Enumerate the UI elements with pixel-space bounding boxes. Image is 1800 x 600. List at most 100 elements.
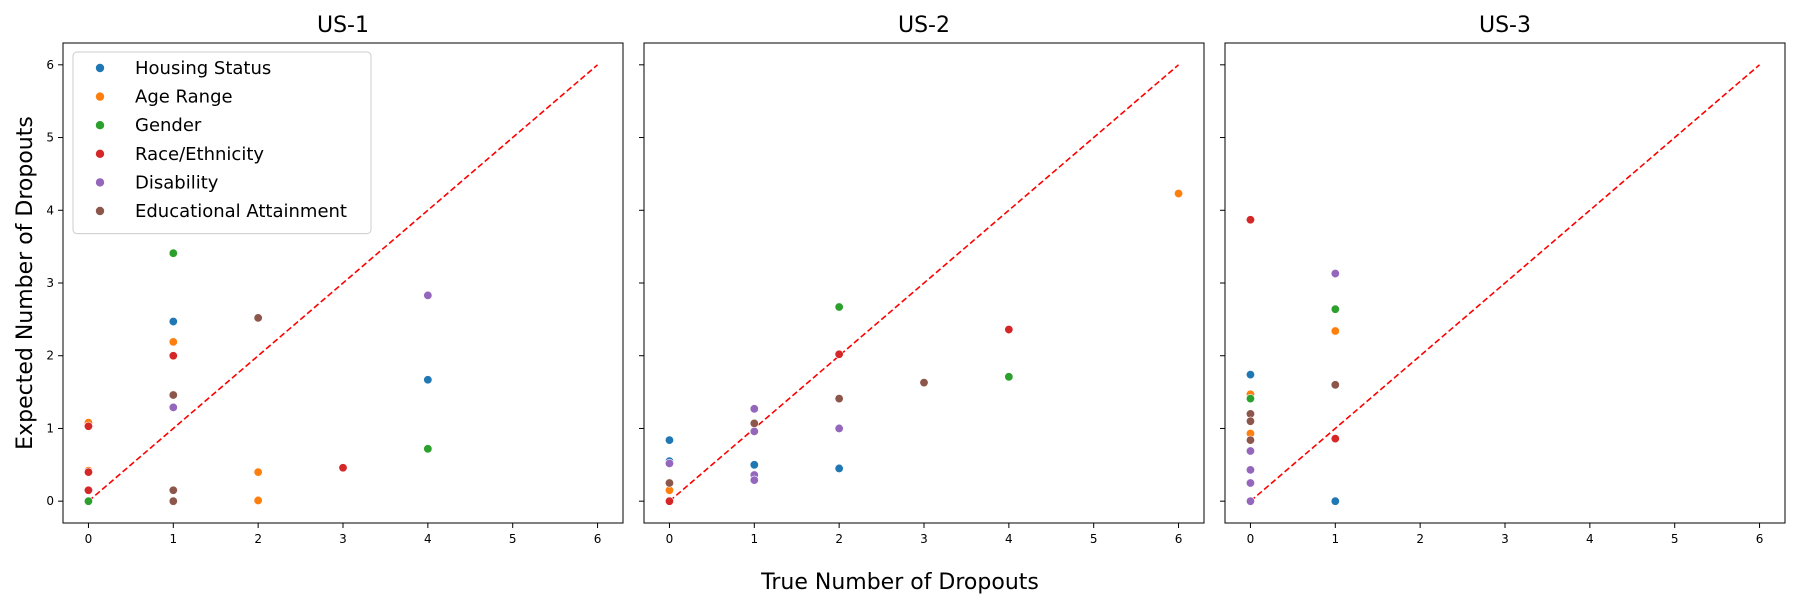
x-tick-label: 3 xyxy=(1501,532,1509,546)
legend-marker xyxy=(95,63,105,73)
legend-label: Gender xyxy=(135,115,202,136)
x-tick-label: 0 xyxy=(1247,532,1255,546)
data-point xyxy=(168,496,178,506)
data-point xyxy=(423,444,433,454)
panel-title: US-3 xyxy=(1479,13,1531,38)
data-point xyxy=(834,394,844,404)
series-disability xyxy=(168,290,433,412)
data-point xyxy=(664,496,674,506)
x-tick-label: 6 xyxy=(1175,532,1183,546)
reference-line xyxy=(87,64,599,502)
x-tick-label: 3 xyxy=(920,532,928,546)
data-point xyxy=(834,302,844,312)
data-point xyxy=(423,375,433,385)
y-tick-label: 6 xyxy=(46,58,54,72)
data-point xyxy=(1004,325,1014,335)
data-point xyxy=(1245,394,1255,404)
legend-entry: Educational Attainment xyxy=(95,201,347,222)
data-point xyxy=(1245,465,1255,475)
x-tick-label: 5 xyxy=(509,532,517,546)
data-point xyxy=(423,290,433,300)
data-point xyxy=(1245,435,1255,445)
x-tick-label: 1 xyxy=(1331,532,1339,546)
legend-entry: Age Range xyxy=(95,87,233,108)
legend-label: Race/Ethnicity xyxy=(135,144,264,165)
panel-3: US-3 0 1 2 3 4 5 6 xyxy=(1220,13,1786,546)
x-tick-label: 1 xyxy=(169,532,177,546)
legend-entry: Gender xyxy=(95,115,202,136)
data-point xyxy=(168,351,178,361)
legend-box xyxy=(72,51,372,235)
data-point xyxy=(834,349,844,359)
x-tick-label: 0 xyxy=(666,532,674,546)
x-tick-label: 4 xyxy=(1586,532,1594,546)
x-tick-label: 3 xyxy=(339,532,347,546)
data-point xyxy=(168,390,178,400)
series-disability xyxy=(1245,269,1340,506)
data-point xyxy=(338,463,348,473)
reference-line xyxy=(668,64,1180,502)
data-point xyxy=(1245,370,1255,380)
x-tick-label: 5 xyxy=(1090,532,1098,546)
data-point xyxy=(83,485,93,495)
series-educational-attainment xyxy=(664,378,929,488)
x-axis-label: True Number of Dropouts xyxy=(760,570,1039,595)
data-point xyxy=(1330,269,1340,279)
y-tick-label: 5 xyxy=(46,131,54,145)
data-point xyxy=(664,458,674,468)
data-point xyxy=(1330,380,1340,390)
data-point xyxy=(1245,215,1255,225)
data-point xyxy=(168,402,178,412)
data-point xyxy=(664,435,674,445)
x-tick-label: 5 xyxy=(1671,532,1679,546)
series-age-range xyxy=(83,337,263,505)
x-tick-label: 6 xyxy=(1756,532,1764,546)
data-point xyxy=(919,378,929,388)
data-point xyxy=(749,460,759,470)
series-age-range xyxy=(1245,326,1340,439)
series-housing-status xyxy=(1245,370,1340,506)
data-point xyxy=(664,478,674,488)
data-point xyxy=(749,475,759,485)
series-disability xyxy=(664,404,844,485)
data-point xyxy=(1330,434,1340,444)
x-tick-label: 6 xyxy=(594,532,602,546)
legend-entry: Race/Ethnicity xyxy=(95,144,264,165)
data-point xyxy=(1245,496,1255,506)
data-point xyxy=(1330,304,1340,314)
panel-title: US-1 xyxy=(317,13,369,38)
data-point xyxy=(168,485,178,495)
reference-line xyxy=(1249,64,1761,502)
y-tick-label: 0 xyxy=(46,494,54,508)
series-gender xyxy=(83,248,433,506)
series-race-ethnicity xyxy=(1245,215,1340,444)
panel-title: US-2 xyxy=(898,13,950,38)
data-point xyxy=(834,423,844,433)
legend-label: Disability xyxy=(135,172,219,193)
y-axis-label: Expected Number of Dropouts xyxy=(13,116,38,450)
legend-marker xyxy=(95,149,105,158)
panel-1: US-1 0 1 2 3 4 5 6 0 1 2 3 4 5 6 xyxy=(46,13,624,546)
data-point xyxy=(1174,189,1184,199)
legend-marker xyxy=(95,92,105,101)
legend-marker xyxy=(95,178,105,187)
series-educational-attainment xyxy=(1245,380,1340,445)
legend-marker xyxy=(95,121,105,130)
x-tick-label: 1 xyxy=(750,532,758,546)
legend-label: Age Range xyxy=(135,87,233,108)
data-point xyxy=(83,496,93,506)
data-point xyxy=(253,467,263,477)
series-age-range xyxy=(664,189,1184,495)
series-gender xyxy=(1245,304,1340,404)
data-point xyxy=(168,248,178,258)
series-housing-status xyxy=(664,435,844,473)
data-point xyxy=(1245,446,1255,456)
data-point xyxy=(168,317,178,327)
series-housing-status xyxy=(168,317,433,385)
data-point xyxy=(83,467,93,477)
y-tick-label: 2 xyxy=(46,349,54,363)
legend-label: Housing Status xyxy=(135,58,271,79)
series-educational-attainment xyxy=(168,313,263,506)
data-point xyxy=(253,495,263,505)
